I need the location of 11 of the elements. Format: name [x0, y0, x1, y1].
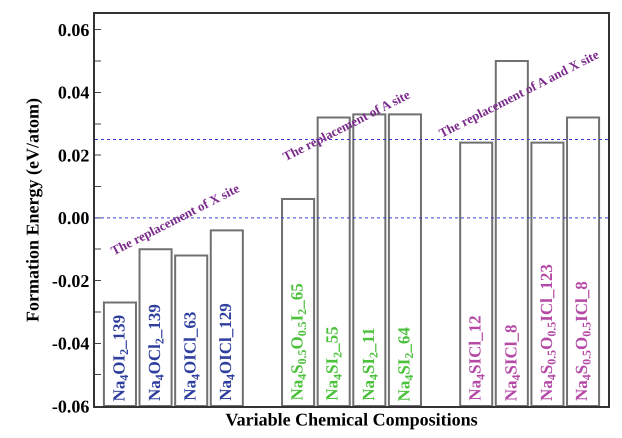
- bar: [459, 142, 494, 406]
- y-tick-label: 0.04: [58, 82, 90, 103]
- y-tick-label: -0.04: [52, 334, 90, 354]
- y-tick-label: 0.02: [58, 145, 90, 166]
- y-tick-label: 0.00: [58, 208, 90, 228]
- y-axis-title: Formation Energy (eV/atom): [22, 98, 43, 322]
- bar: [210, 229, 244, 406]
- y-tick-label: -0.02: [52, 270, 90, 291]
- y-tick-label: -0.06: [52, 396, 90, 416]
- x-axis-title: Variable Chemical Compositions: [225, 410, 478, 430]
- y-tick-label: 0.06: [58, 20, 90, 40]
